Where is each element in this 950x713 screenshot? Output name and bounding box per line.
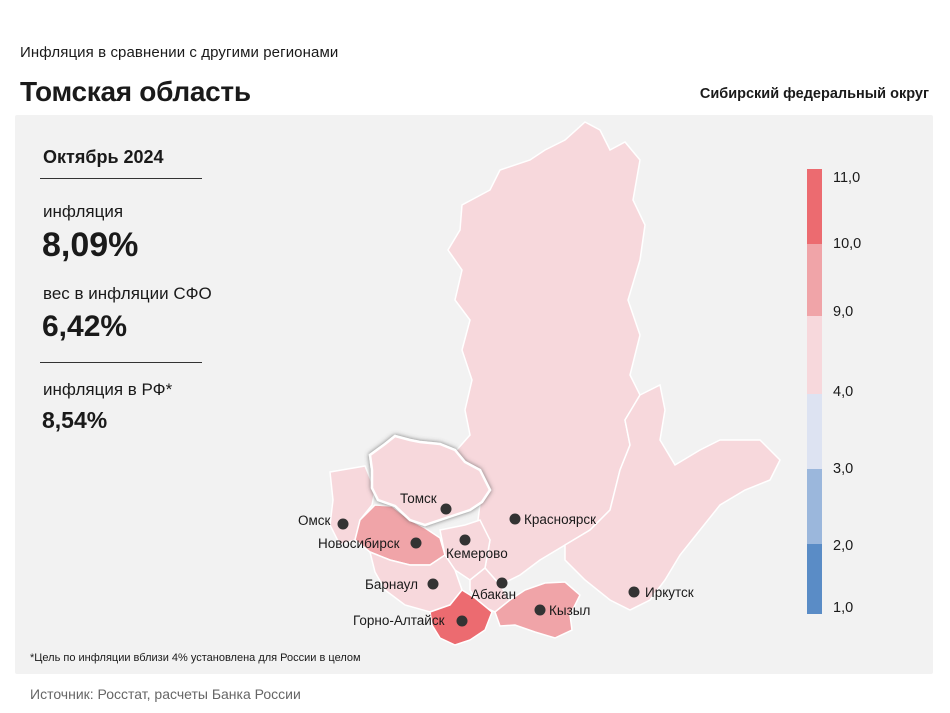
- weight-label: вес в инфляции СФО: [43, 284, 212, 303]
- city-marker-kyzyl: [534, 604, 546, 616]
- city-label-tomsk: Томск: [400, 491, 437, 506]
- city-marker-tomsk: [440, 503, 452, 515]
- city-marker-gorno-altaysk: [456, 615, 468, 627]
- city-label-krasnoyarsk: Красноярск: [524, 512, 596, 527]
- city-marker-novosibirsk: [410, 537, 422, 549]
- city-label-irkutsk: Иркутск: [645, 585, 694, 600]
- city-marker-kemerovo: [459, 534, 471, 546]
- city-label-kyzyl: Кызыл: [549, 603, 590, 618]
- legend-band-1-2: [807, 544, 822, 614]
- period-label: Октябрь 2024: [43, 147, 164, 167]
- page-title: Томская область: [20, 76, 251, 107]
- legend-band-2-3: [807, 469, 822, 544]
- divider: [40, 362, 202, 363]
- divider: [40, 178, 202, 179]
- weight-value: 6,42%: [42, 310, 128, 343]
- city-marker-krasnoyarsk: [509, 513, 521, 525]
- city-markers: [337, 503, 640, 627]
- legend-tick: 10,0: [833, 236, 861, 252]
- city-marker-abakan: [496, 577, 508, 589]
- chart-subtitle: Инфляция в сравнении с другими регионами: [20, 44, 339, 61]
- legend-tick: 11,0: [833, 170, 860, 186]
- city-label-abakan: Абакан: [471, 587, 516, 602]
- city-marker-omsk: [337, 518, 349, 530]
- city-label-gorno-altaysk: Горно-Алтайск: [353, 613, 445, 628]
- region-tomsk: [368, 434, 492, 527]
- legend-tick: 2,0: [833, 538, 853, 554]
- district-label: Сибирский федеральный округ: [699, 86, 929, 102]
- rf-inflation-value: 8,54%: [42, 407, 108, 433]
- legend-tick: 1,0: [833, 600, 853, 616]
- rf-inflation-label: инфляция в РФ*: [43, 380, 173, 399]
- legend-band-9-10: [807, 244, 822, 316]
- legend-band-3-4: [807, 394, 822, 469]
- city-label-novosibirsk: Новосибирск: [318, 536, 400, 551]
- legend-tick: 9,0: [833, 304, 853, 320]
- legend-tick: 3,0: [833, 461, 853, 477]
- inflation-label: инфляция: [43, 202, 124, 221]
- legend-band-4-9: [807, 316, 822, 394]
- city-label-kemerovo: Кемерово: [446, 546, 508, 561]
- city-marker-barnaul: [427, 578, 439, 590]
- city-marker-irkutsk: [628, 586, 640, 598]
- footnote: *Цель по инфляции вблизи 4% установлена …: [30, 652, 361, 664]
- source-note: Источник: Росстат, расчеты Банка России: [30, 686, 301, 702]
- region-irkutsk: [564, 383, 781, 611]
- city-label-omsk: Омск: [298, 513, 331, 528]
- legend-band-10-11: [807, 169, 822, 244]
- inflation-value: 8,09%: [42, 226, 139, 264]
- city-label-barnaul: Барнаул: [365, 577, 418, 592]
- legend-tick: 4,0: [833, 384, 853, 400]
- color-legend: 11,0 10,0 9,0 4,0 3,0 2,0 1,0: [807, 169, 861, 616]
